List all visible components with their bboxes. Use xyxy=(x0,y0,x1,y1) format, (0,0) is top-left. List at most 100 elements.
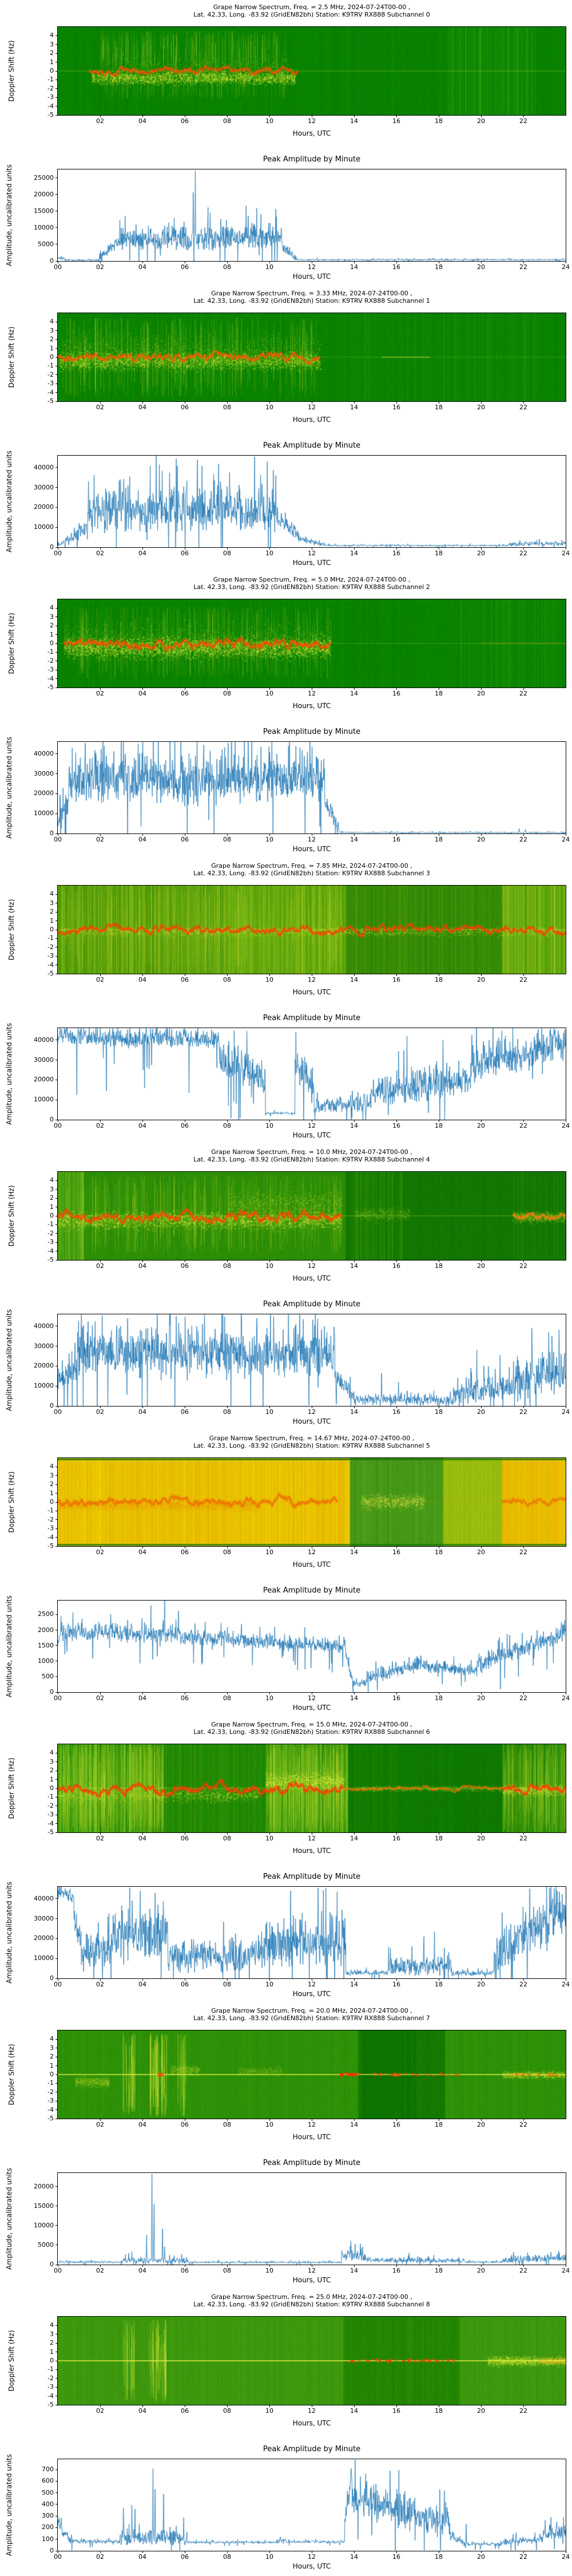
amp-x-tick-label: 10 xyxy=(265,2553,273,2561)
spec-y-tick-label: -2 xyxy=(47,1515,54,1523)
spectrogram-x-axis-label: Hours, UTC xyxy=(292,988,331,996)
spec-x-tick-label: 12 xyxy=(308,2407,316,2415)
spec-y-tick-label: -2 xyxy=(47,2374,54,2382)
spectrogram-title-line2: Lat. 42.33, Long. -83.92 (GridEN82bh) St… xyxy=(193,297,430,305)
amp-x-tick-label: 22 xyxy=(519,1408,527,1416)
spec-y-tick-mark xyxy=(55,1502,58,1503)
amp-x-tick-mark xyxy=(269,1978,270,1981)
spec-y-tick-mark xyxy=(55,88,58,89)
amp-y-tick-label: 40000 xyxy=(34,463,54,471)
amp-x-tick-label: 22 xyxy=(519,2553,527,2561)
amp-x-tick-label: 22 xyxy=(519,1122,527,1129)
amp-x-tick-mark xyxy=(481,261,482,263)
spec-x-tick-label: 06 xyxy=(181,117,189,125)
amp-x-tick-mark xyxy=(142,547,143,550)
spec-y-tick-mark xyxy=(55,53,58,54)
amplitude-title: Peak Amplitude by Minute xyxy=(263,728,361,736)
amp-x-tick-mark xyxy=(227,547,228,550)
spec-x-tick-mark xyxy=(523,1260,524,1262)
spec-x-tick-mark xyxy=(269,1832,270,1835)
amp-x-tick-mark xyxy=(227,261,228,263)
spec-y-tick-mark xyxy=(55,1224,58,1225)
spec-x-tick-label: 18 xyxy=(435,1262,443,1270)
amp-y-tick-label: 20000 xyxy=(34,789,54,797)
spectrogram-title-line1: Grape Narrow Spectrum, Freq. = 3.33 MHz,… xyxy=(211,290,412,297)
spec-y-tick-mark xyxy=(55,97,58,98)
spec-x-tick-mark xyxy=(481,1260,482,1262)
amp-y-tick-mark xyxy=(55,1676,58,1677)
spec-y-tick-mark xyxy=(55,2387,58,2388)
amp-x-tick-label: 08 xyxy=(223,836,231,843)
amp-x-tick-label: 12 xyxy=(308,1694,316,1702)
amp-x-tick-mark xyxy=(523,1692,524,1694)
amp-y-tick-label: 5000 xyxy=(38,2241,54,2249)
spec-y-tick-mark xyxy=(55,643,58,644)
spec-y-tick-mark xyxy=(55,1259,58,1261)
amp-x-tick-label: 02 xyxy=(96,2553,104,2561)
amp-x-tick-label: 10 xyxy=(265,1981,273,1988)
amp-y-tick-mark xyxy=(55,813,58,814)
spec-x-tick-label: 18 xyxy=(435,2121,443,2128)
spec-y-tick-label: 3 xyxy=(50,899,54,907)
amp-y-tick-mark xyxy=(55,1958,58,1959)
amplitude-canvas xyxy=(58,169,566,261)
spec-y-tick-label: -1 xyxy=(47,2079,54,2087)
amp-y-tick-mark xyxy=(55,1614,58,1615)
spec-y-tick-label: 1 xyxy=(50,1775,54,1783)
spec-x-tick-label: 12 xyxy=(308,1548,316,1556)
amp-y-tick-label: 10000 xyxy=(34,809,54,817)
spectrogram-title-line1: Grape Narrow Spectrum, Freq. = 15.0 MHz,… xyxy=(211,1721,412,1728)
amp-x-tick-label: 18 xyxy=(435,1981,443,1988)
spectrogram-canvas xyxy=(58,2317,566,2405)
amp-y-tick-label: 40000 xyxy=(34,749,54,757)
spec-x-tick-mark xyxy=(100,401,101,404)
spec-x-tick-mark xyxy=(142,2119,143,2121)
spec-x-tick-mark xyxy=(481,2405,482,2407)
spectrogram-plot: 4 3 2 1 0 -1 -2 -3 -4 -5 02 04 06 08 10 12 14 16 18 20 22 xyxy=(47,2030,566,2128)
spectrogram-x-axis-label: Hours, UTC xyxy=(292,1274,331,1282)
spec-x-tick-mark xyxy=(227,1832,228,1835)
amp-y-tick-mark xyxy=(55,487,58,488)
spec-x-tick-label: 02 xyxy=(96,976,104,983)
amp-x-tick-mark xyxy=(481,1120,482,1122)
spec-x-tick-mark xyxy=(227,688,228,690)
amp-x-tick-mark xyxy=(100,1406,101,1408)
spec-y-tick-mark xyxy=(55,1242,58,1243)
amp-x-tick-label: 12 xyxy=(308,836,316,843)
amplitude-x-axis-label: Hours, UTC xyxy=(292,272,331,280)
amp-x-tick-mark xyxy=(142,1692,143,1694)
amp-x-tick-mark xyxy=(269,1120,270,1122)
amp-x-tick-label: 22 xyxy=(519,2267,527,2274)
amp-y-tick-label: 30000 xyxy=(34,769,54,777)
amp-x-tick-label: 10 xyxy=(265,1122,273,1129)
spec-x-tick-mark xyxy=(100,688,101,690)
spec-y-tick-mark xyxy=(55,114,58,116)
spec-y-tick-label: -4 xyxy=(47,388,54,396)
amp-x-tick-label: 06 xyxy=(181,2553,189,2561)
spec-y-tick-label: -1 xyxy=(47,362,54,370)
amp-x-tick-label: 18 xyxy=(435,1408,443,1416)
spec-y-tick-label: 2 xyxy=(50,1767,54,1775)
spec-x-tick-mark xyxy=(227,1260,228,1262)
amp-y-tick-label: 20000 xyxy=(34,1934,54,1942)
spec-x-tick-label: 04 xyxy=(138,404,146,411)
spec-x-tick-label: 10 xyxy=(265,404,273,411)
spec-x-tick-label: 10 xyxy=(265,2121,273,2128)
spec-y-tick-label: -1 xyxy=(47,934,54,942)
spec-x-tick-mark xyxy=(100,1832,101,1835)
spec-x-tick-label: 12 xyxy=(308,690,316,697)
amplitude-y-axis-label: Amplitude, uncalibrated units xyxy=(5,1309,13,1411)
spec-x-tick-label: 20 xyxy=(477,976,485,983)
amp-x-tick-mark xyxy=(100,1692,101,1694)
amp-x-tick-label: 08 xyxy=(223,1694,231,1702)
spec-x-tick-label: 10 xyxy=(265,690,273,697)
spectrogram-x-axis-label: Hours, UTC xyxy=(292,2419,331,2427)
spec-y-tick-label: -5 xyxy=(47,1542,54,1550)
spec-x-tick-mark xyxy=(142,401,143,404)
spec-y-tick-label: -5 xyxy=(47,397,54,405)
amplitude-title: Peak Amplitude by Minute xyxy=(263,155,361,164)
spec-y-tick-mark xyxy=(55,651,58,653)
subchannel-panel-4: Grape Narrow Spectrum, Freq. = 10.0 MHz,… xyxy=(0,1145,572,1431)
amp-x-tick-mark xyxy=(142,261,143,263)
